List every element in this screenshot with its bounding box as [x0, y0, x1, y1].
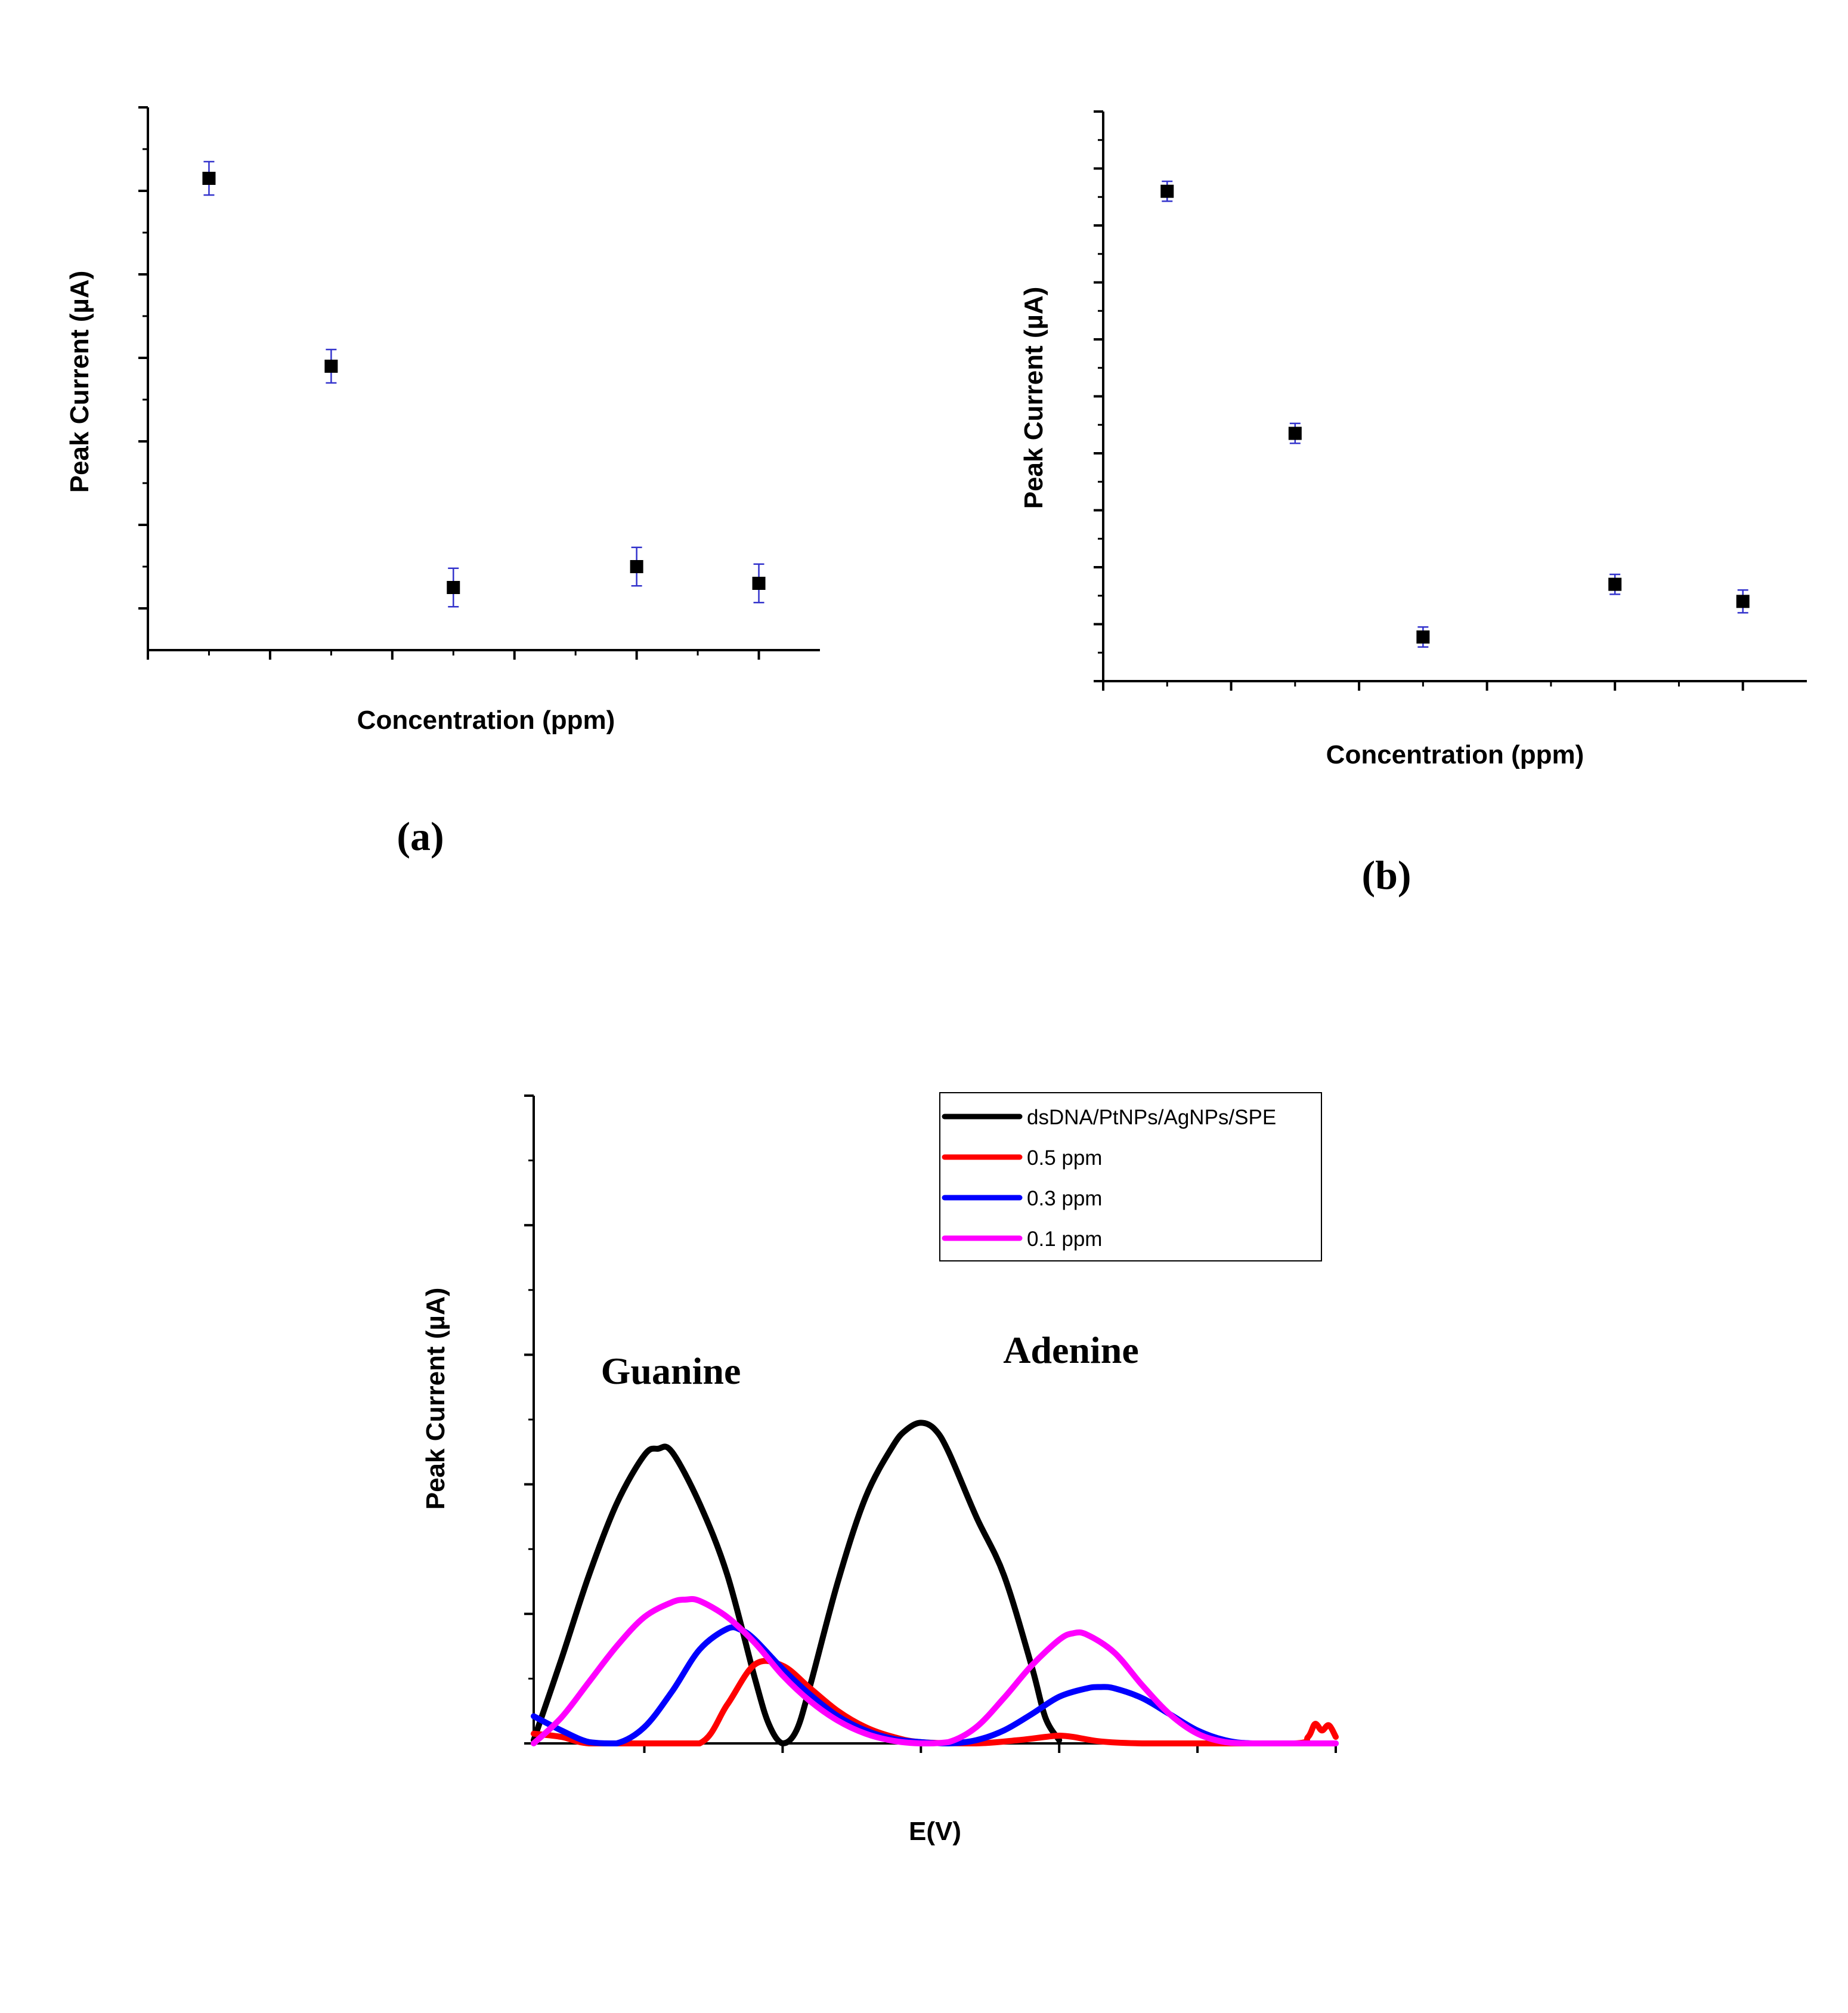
legend-box	[939, 1092, 1322, 1261]
data-point-marker	[630, 560, 643, 573]
chart-b-point-2	[1416, 626, 1430, 648]
data-point-marker	[202, 172, 216, 185]
chart-b-marks	[1160, 180, 1750, 648]
chart-c-series-line-0	[531, 1420, 1063, 1746]
annotation-guanine: Guanine	[601, 1350, 741, 1392]
data-point-marker	[324, 360, 338, 373]
chart-c-legend: dsDNA/PtNPs/AgNPs/SPE 0.5 ppm 0.3 ppm 0.…	[939, 1092, 1322, 1261]
chart-c-x-axis-title: E(V)	[909, 1817, 961, 1846]
chart-b-point-1	[1288, 422, 1302, 444]
data-point-marker	[752, 577, 766, 590]
chart-panel-c: E(V) Peak Current (µA) Guanine Adenine d…	[421, 1092, 1339, 1846]
chart-b-y-axis-title: Peak Current (µA)	[1019, 287, 1048, 509]
chart-a-axes	[138, 106, 820, 660]
data-point-marker	[1416, 630, 1430, 644]
chart-b-x-axis-title: Concentration (ppm)	[1326, 740, 1584, 769]
chart-a-point-4	[752, 563, 766, 604]
data-point-marker	[1160, 184, 1174, 198]
chart-b-panel-label: (b)	[1361, 852, 1411, 898]
chart-panel-a: Concentration (ppm) Peak Current (µA) (a…	[65, 106, 820, 859]
chart-a-y-axis-title: Peak Current (µA)	[65, 271, 94, 493]
chart-c-series-line-3	[531, 1596, 1339, 1747]
legend-label-0-5-ppm: 0.5 ppm	[1027, 1146, 1102, 1170]
chart-panel-b: Concentration (ppm) Peak Current (µA) (b…	[1019, 110, 1807, 898]
chart-a-point-1	[324, 348, 338, 384]
chart-c-marks	[531, 1420, 1339, 1747]
chart-a-x-axis-title: Concentration (ppm)	[357, 706, 615, 735]
legend-label-0-3-ppm: 0.3 ppm	[1027, 1187, 1102, 1210]
chart-a-point-3	[630, 546, 643, 587]
chart-a-panel-label: (a)	[397, 814, 444, 859]
legend-label-0-1-ppm: 0.1 ppm	[1027, 1227, 1102, 1251]
data-point-marker	[1736, 595, 1750, 608]
chart-c-y-axis-title: Peak Current (µA)	[421, 1288, 450, 1510]
annotation-adenine: Adenine	[1003, 1329, 1139, 1371]
data-point-marker	[447, 581, 460, 594]
chart-a-point-2	[447, 567, 460, 608]
chart-a-marks	[202, 160, 766, 608]
data-point-marker	[1288, 426, 1302, 440]
chart-b-point-3	[1608, 573, 1622, 595]
legend-label-dsdna: dsDNA/PtNPs/AgNPs/SPE	[1027, 1106, 1276, 1129]
chart-b-point-0	[1160, 180, 1174, 202]
chart-b-axes	[1094, 110, 1807, 691]
data-point-marker	[1608, 577, 1622, 591]
chart-b-point-4	[1736, 589, 1750, 614]
chart-a-point-0	[202, 160, 216, 196]
